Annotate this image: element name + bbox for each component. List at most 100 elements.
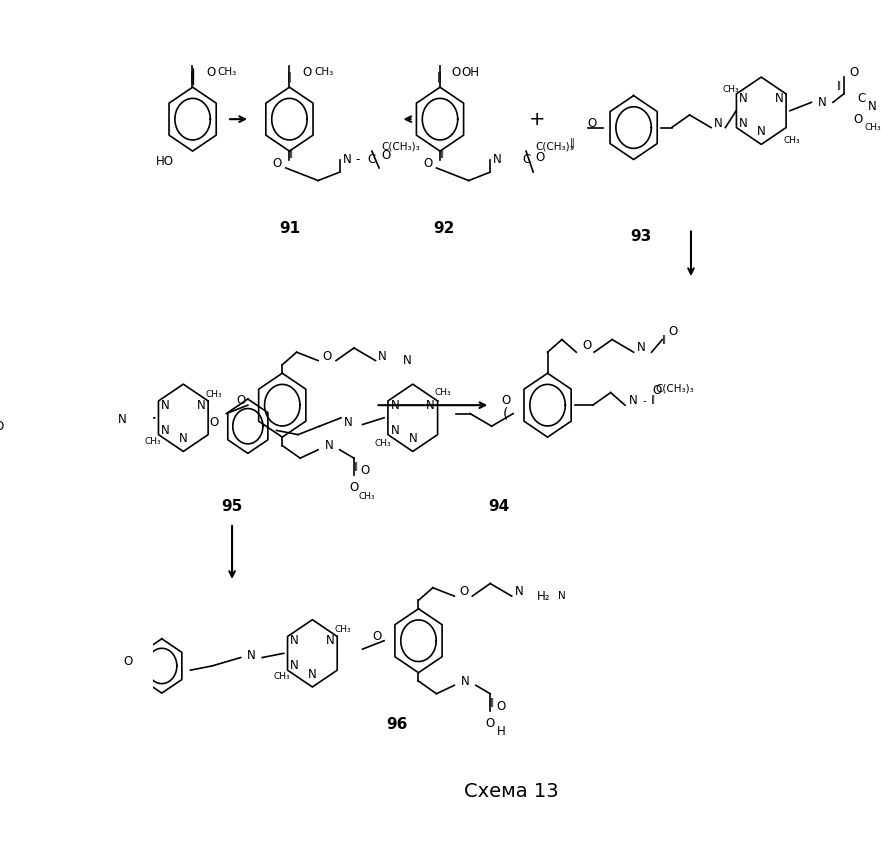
Text: CH₃: CH₃ <box>218 67 236 77</box>
Text: CH₃: CH₃ <box>314 67 333 77</box>
Text: O: O <box>372 630 382 643</box>
Text: N: N <box>378 350 387 363</box>
Text: N: N <box>757 125 766 138</box>
Text: O: O <box>497 700 505 713</box>
Text: CH₃: CH₃ <box>359 491 375 500</box>
Text: N: N <box>558 591 565 601</box>
Text: N: N <box>629 394 638 408</box>
Text: ‖: ‖ <box>440 149 445 158</box>
Text: ‖: ‖ <box>287 71 291 82</box>
Text: N: N <box>326 634 334 647</box>
Text: N: N <box>818 96 826 109</box>
Text: N: N <box>460 674 469 688</box>
Text: O: O <box>850 67 859 79</box>
Text: O: O <box>303 66 312 78</box>
Text: N: N <box>118 413 127 426</box>
Text: O: O <box>501 394 511 408</box>
Text: C(CH₃)₃: C(CH₃)₃ <box>656 383 695 393</box>
Text: O: O <box>535 150 545 164</box>
Text: N: N <box>868 100 877 113</box>
Text: ‖: ‖ <box>836 81 841 90</box>
Text: 94: 94 <box>488 499 510 514</box>
Text: N: N <box>493 153 502 166</box>
Text: H₂: H₂ <box>537 590 550 603</box>
Text: O: O <box>323 350 332 363</box>
Text: N: N <box>290 634 299 647</box>
Text: CH₃: CH₃ <box>334 625 351 635</box>
Text: Схема 13: Схема 13 <box>465 782 559 801</box>
Text: N: N <box>739 116 748 130</box>
Text: O: O <box>273 157 282 170</box>
Text: ‖: ‖ <box>490 698 495 706</box>
Text: CH₃: CH₃ <box>374 439 391 447</box>
Text: ‖: ‖ <box>651 395 655 403</box>
Text: CH₃: CH₃ <box>723 85 739 95</box>
Text: CH₃: CH₃ <box>435 388 452 397</box>
Text: N: N <box>714 116 722 130</box>
Text: O: O <box>360 464 370 478</box>
Text: ‖: ‖ <box>570 138 574 148</box>
Text: O: O <box>854 112 863 126</box>
Text: ‖: ‖ <box>662 335 667 344</box>
Text: C(CH₃)₃: C(CH₃)₃ <box>535 142 574 152</box>
Text: O: O <box>349 481 359 494</box>
Text: ‐: ‐ <box>643 396 647 406</box>
Text: N: N <box>290 659 299 673</box>
Text: N: N <box>391 424 400 437</box>
Text: O: O <box>582 339 592 352</box>
Text: H: H <box>497 725 505 738</box>
Text: ‖: ‖ <box>289 149 294 158</box>
Text: 93: 93 <box>630 230 652 245</box>
Text: N: N <box>403 354 412 367</box>
Text: C(CH₃)₃: C(CH₃)₃ <box>381 142 420 152</box>
Text: N: N <box>739 92 748 105</box>
Text: N: N <box>325 439 333 452</box>
Text: OH: OH <box>461 66 479 78</box>
Text: O: O <box>452 66 460 78</box>
Text: O: O <box>587 116 596 130</box>
Text: N: N <box>308 668 317 681</box>
Text: ‖: ‖ <box>190 71 194 82</box>
Text: N: N <box>247 648 256 662</box>
Text: N: N <box>391 398 400 412</box>
Text: O: O <box>669 325 677 338</box>
Text: N: N <box>408 432 417 446</box>
Text: O: O <box>486 717 495 730</box>
Text: O: O <box>206 66 215 78</box>
Text: N: N <box>514 586 523 598</box>
Text: N: N <box>342 153 351 166</box>
Text: O: O <box>0 419 4 433</box>
Text: HO: HO <box>156 154 175 168</box>
Text: N: N <box>161 424 169 437</box>
Text: O: O <box>423 157 432 170</box>
Text: 95: 95 <box>221 499 243 514</box>
Text: CH₃: CH₃ <box>864 123 881 132</box>
Text: ‐: ‐ <box>355 153 360 166</box>
Text: C: C <box>368 153 376 166</box>
Text: N: N <box>179 432 188 446</box>
Text: CH₃: CH₃ <box>145 437 161 446</box>
Text: C: C <box>522 153 530 166</box>
Text: O: O <box>653 383 662 397</box>
Text: N: N <box>344 415 353 429</box>
Text: N: N <box>774 92 783 105</box>
Text: CH₃: CH₃ <box>783 136 800 144</box>
Text: C: C <box>857 92 866 105</box>
Text: O: O <box>382 149 391 162</box>
Text: CH₃: CH₃ <box>206 390 221 398</box>
Text: N: N <box>161 398 169 412</box>
Text: ‖: ‖ <box>437 71 442 82</box>
Text: 92: 92 <box>433 221 454 236</box>
Text: 91: 91 <box>279 221 300 236</box>
Text: 96: 96 <box>386 717 407 733</box>
Text: (: ( <box>504 407 509 420</box>
Text: N: N <box>197 398 206 412</box>
Text: O: O <box>459 586 468 598</box>
Text: N: N <box>637 342 645 354</box>
Text: ‖: ‖ <box>354 462 358 471</box>
Text: O: O <box>236 394 245 408</box>
Text: O: O <box>123 655 132 668</box>
Text: N: N <box>426 398 435 412</box>
Text: CH₃: CH₃ <box>274 673 290 681</box>
Text: +: + <box>528 110 545 128</box>
